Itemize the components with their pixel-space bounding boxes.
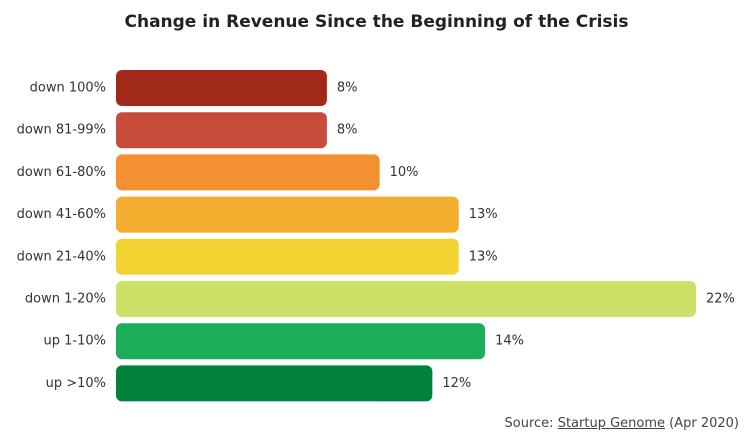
category-label: down 1-20% <box>25 292 106 307</box>
category-label: down 100% <box>30 81 106 96</box>
category-label: up 1-10% <box>44 334 106 349</box>
data-label: 12% <box>442 376 471 391</box>
bar[interactable] <box>116 281 696 317</box>
category-label: down 61-80% <box>17 165 106 180</box>
category-label: up >10% <box>46 376 106 391</box>
source-prefix: Source: <box>504 416 558 431</box>
category-label: down 81-99% <box>17 123 106 138</box>
bar[interactable] <box>116 365 433 402</box>
bar[interactable] <box>116 323 486 360</box>
data-label: 13% <box>469 207 498 222</box>
source-link[interactable]: Startup Genome <box>557 416 666 431</box>
data-label: 8% <box>337 81 358 96</box>
category-label: down 41-60% <box>17 207 106 222</box>
data-label: 10% <box>390 165 419 180</box>
data-label: 22% <box>706 292 735 307</box>
data-label: 8% <box>337 123 358 138</box>
bar[interactable] <box>116 196 459 233</box>
source-suffix: (Apr 2020) <box>665 416 739 431</box>
bar[interactable] <box>116 70 327 106</box>
data-label: 13% <box>469 249 498 264</box>
data-label: 14% <box>495 334 524 349</box>
category-label: down 21-40% <box>17 249 106 264</box>
bar[interactable] <box>116 154 380 191</box>
source-note: Source: Startup Genome (Apr 2020) <box>505 416 739 431</box>
bar[interactable] <box>116 238 459 275</box>
bar[interactable] <box>116 112 327 149</box>
chart-title: Change in Revenue Since the Beginning of… <box>124 12 629 32</box>
